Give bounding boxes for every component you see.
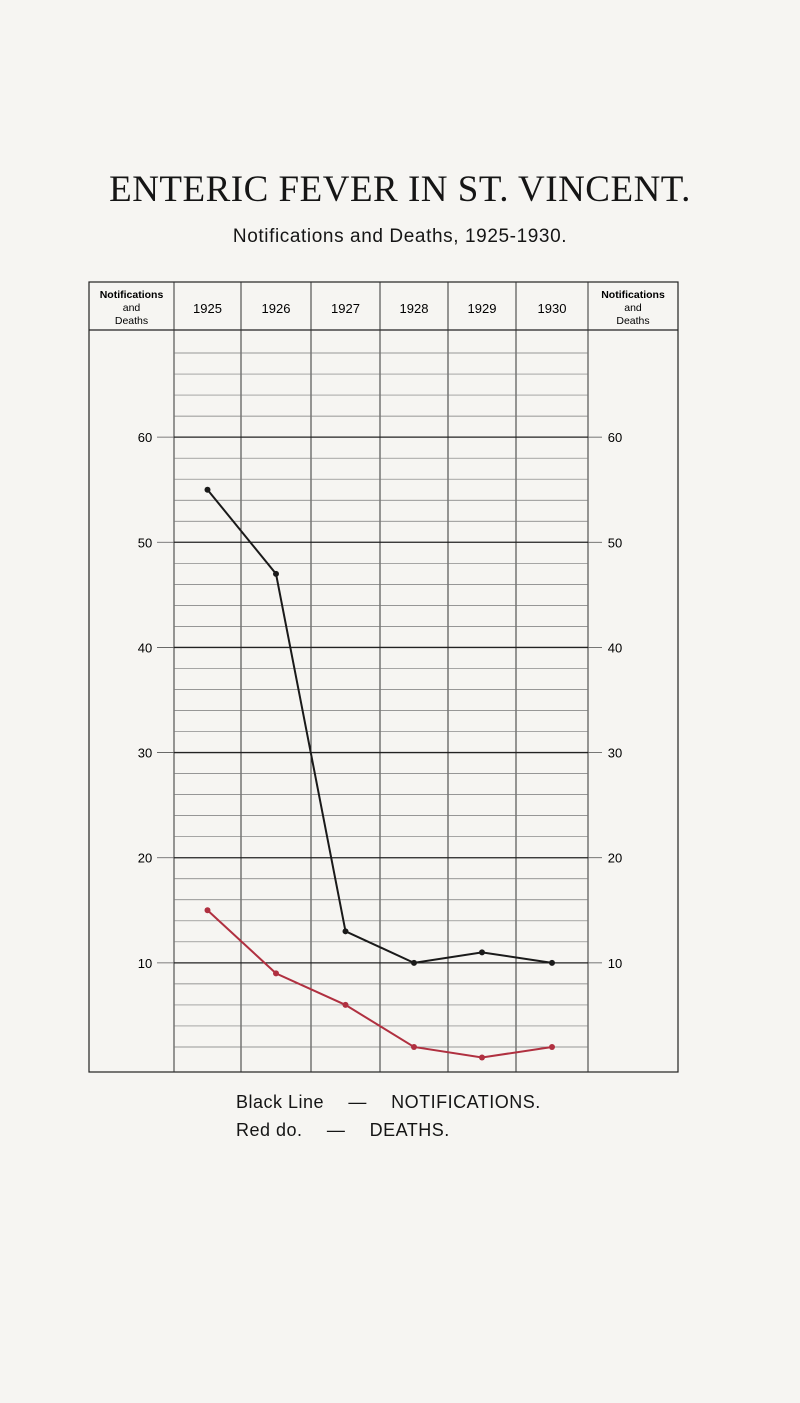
right-header-line-1: and — [624, 302, 642, 314]
notifications-point-1927 — [342, 928, 349, 935]
deaths-point-1929 — [479, 1054, 485, 1061]
right-header-line-0: Notifications — [601, 289, 665, 301]
left-header-line-2: Deaths — [115, 315, 148, 327]
notifications-point-1930 — [549, 959, 555, 966]
chart-subtitle: Notifications and Deaths, 1925-1930. — [232, 226, 568, 247]
legend-deaths-text: DEATHS. — [369, 1120, 450, 1140]
chart-title: ENTERIC FEVER IN ST. VINCENT. — [109, 169, 691, 210]
y-tick-right-10: 10 — [608, 956, 622, 971]
x-tick-label-1926: 1926 — [262, 301, 291, 316]
deaths-point-1925 — [204, 907, 211, 914]
legend-notifications: Black Line — NOTIFICATIONS. — [236, 1092, 541, 1113]
legend-notifications-text: NOTIFICATIONS. — [391, 1092, 541, 1112]
legend-deaths: Red do. — DEATHS. — [236, 1120, 450, 1141]
deaths-line — [206, 909, 553, 1059]
left-header-line-0: Notifications — [100, 289, 164, 301]
x-tick-label-1925: 1925 — [193, 301, 222, 316]
y-tick-left-20: 20 — [138, 851, 152, 866]
notifications-line — [206, 489, 553, 964]
chart-frame — [88, 281, 679, 1073]
deaths-point-1927 — [342, 1001, 349, 1008]
y-tick-right-60: 60 — [608, 430, 622, 445]
y-tick-left-50: 50 — [138, 535, 152, 550]
y-tick-right-20: 20 — [608, 851, 622, 866]
right-header-line-2: Deaths — [616, 315, 649, 327]
x-tick-label-1927: 1927 — [331, 301, 360, 316]
notifications-point-1926 — [273, 570, 279, 577]
y-tick-left-40: 40 — [138, 640, 152, 655]
y-tick-right-30: 30 — [608, 746, 622, 761]
y-tick-left-60: 60 — [138, 430, 152, 445]
left-header-line-1: and — [123, 302, 141, 314]
legend-notifications-dash: — — [348, 1092, 367, 1112]
legend-deaths-label: Red do. — [236, 1120, 303, 1140]
deaths-point-1928 — [411, 1043, 417, 1050]
notifications-point-1925 — [204, 486, 211, 493]
x-tick-label-1929: 1929 — [468, 301, 497, 316]
legend-notifications-label: Black Line — [236, 1092, 325, 1112]
legend-deaths-dash: — — [326, 1120, 346, 1140]
deaths-point-1930 — [549, 1043, 555, 1050]
notifications-point-1928 — [411, 959, 417, 966]
notifications-point-1929 — [479, 949, 485, 956]
y-tick-right-40: 40 — [608, 640, 622, 655]
x-tick-label-1930: 1930 — [538, 301, 567, 316]
y-tick-left-10: 10 — [138, 956, 152, 971]
y-tick-right-50: 50 — [608, 535, 622, 550]
y-tick-left-30: 30 — [138, 746, 152, 761]
x-tick-label-1928: 1928 — [400, 301, 429, 316]
deaths-point-1926 — [273, 970, 279, 977]
